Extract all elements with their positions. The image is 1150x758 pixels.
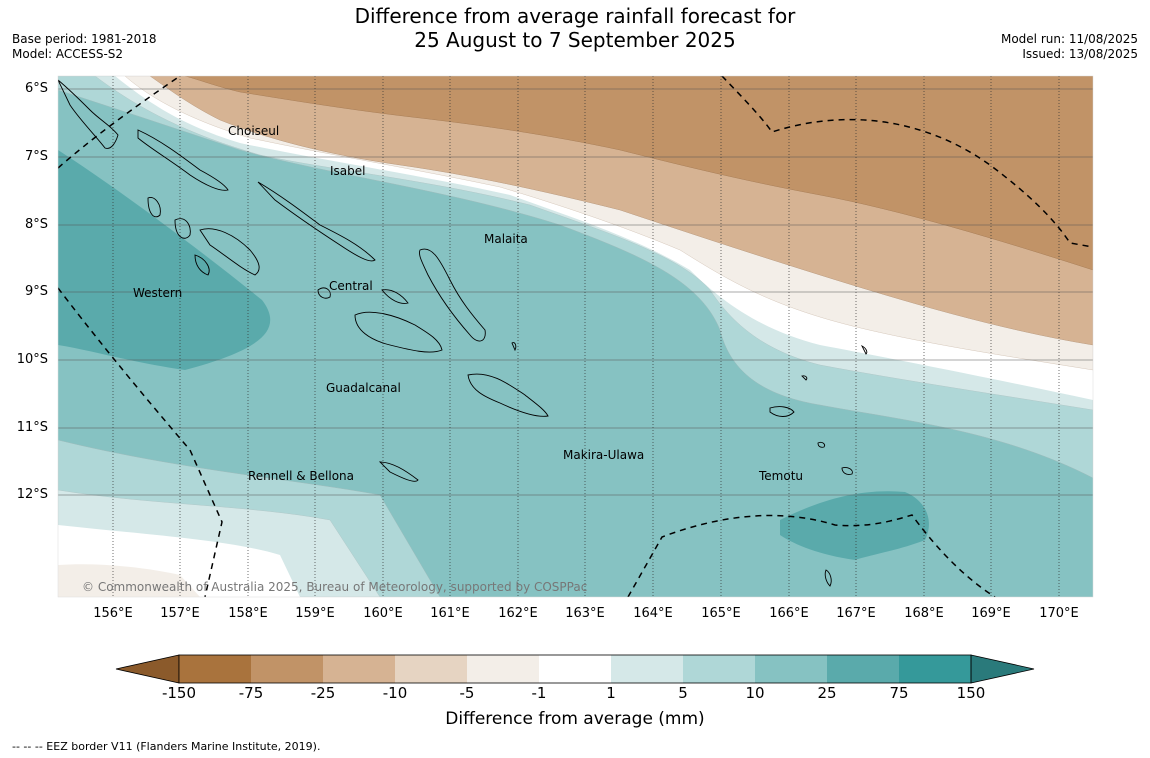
colorbar-tick: -5 [459,684,475,702]
lon-label: 161°E [430,606,470,621]
colorbar-tick: -25 [310,684,336,702]
lat-label: 11°S [16,420,48,435]
graticule [58,88,1093,496]
place-label-makira-ulawa: Makira-Ulawa [563,448,645,462]
colorbar-tick: 150 [956,684,986,702]
lon-label: 165°E [701,606,741,621]
lon-label: 158°E [228,606,268,621]
place-label-choiseul: Choiseul [228,124,280,138]
eez-borders [58,76,1093,597]
colorbar-tick: 10 [745,684,765,702]
issued-date: Issued: 13/08/2025 [1022,47,1138,61]
lon-label: 163°E [565,606,605,621]
lat-label: 8°S [24,217,48,232]
place-label-malaita: Malaita [484,232,528,246]
copyright-notice: © Commonwealth of Australia 2025, Bureau… [82,580,588,594]
eez-legend-note: -- -- -- EEZ border V11 (Flanders Marine… [12,740,321,753]
place-label-central: Central [329,279,373,293]
title-line-2: 25 August to 7 September 2025 [414,28,736,52]
rainfall-anomaly-field [58,76,1093,597]
model-name: Model: ACCESS-S2 [12,47,124,61]
base-period: Base period: 1981-2018 [12,32,157,46]
map-title: Difference from average rainfall forecas… [0,4,1150,52]
lat-label: 10°S [16,352,48,367]
colorbar-tick: -150 [161,684,197,702]
colorbar-tick: -1 [531,684,547,702]
lon-label: 166°E [769,606,809,621]
colorbar-tick: 5 [678,684,688,702]
lat-label: 12°S [16,487,48,502]
lat-label: 7°S [24,149,48,164]
lon-label: 168°E [904,606,944,621]
title-line-1: Difference from average rainfall forecas… [354,4,796,28]
lon-label: 159°E [295,606,335,621]
place-label-temotu: Temotu [759,469,804,483]
lon-label: 156°E [93,606,133,621]
model-run: Model run: 11/08/2025 [1000,32,1138,46]
colorbar [115,654,1035,684]
colorbar-tick: 75 [889,684,909,702]
place-label-rennell-bellona: Rennell & Bellona [248,469,355,483]
lon-label: 162°E [498,606,538,621]
colorbar-tick: 1 [606,684,616,702]
lat-label: 6°S [24,81,48,96]
lon-label: 167°E [836,606,876,621]
colorbar-min-arrow [115,654,180,684]
colorbar-max-arrow [970,654,1035,684]
meta-left: Base period: 1981-2018 Model: ACCESS-S2 [12,32,157,62]
colorbar-tick: 25 [817,684,837,702]
colorbar-tick: -10 [382,684,408,702]
coastlines [58,79,868,587]
place-label-guadalcanal: Guadalcanal [326,381,401,395]
lon-label: 169°E [971,606,1011,621]
lon-label: 170°E [1039,606,1079,621]
lon-label: 164°E [633,606,673,621]
lat-label: 9°S [24,284,48,299]
lon-label: 160°E [363,606,403,621]
place-label-western: Western [133,286,183,300]
meta-right: Model run: 11/08/2025 Issued: 13/08/2025 [1001,32,1138,62]
place-label-isabel: Isabel [330,164,366,178]
colorbar-tick: -75 [238,684,264,702]
colorbar-label: Difference from average (mm) [445,709,705,729]
lon-label: 157°E [160,606,200,621]
